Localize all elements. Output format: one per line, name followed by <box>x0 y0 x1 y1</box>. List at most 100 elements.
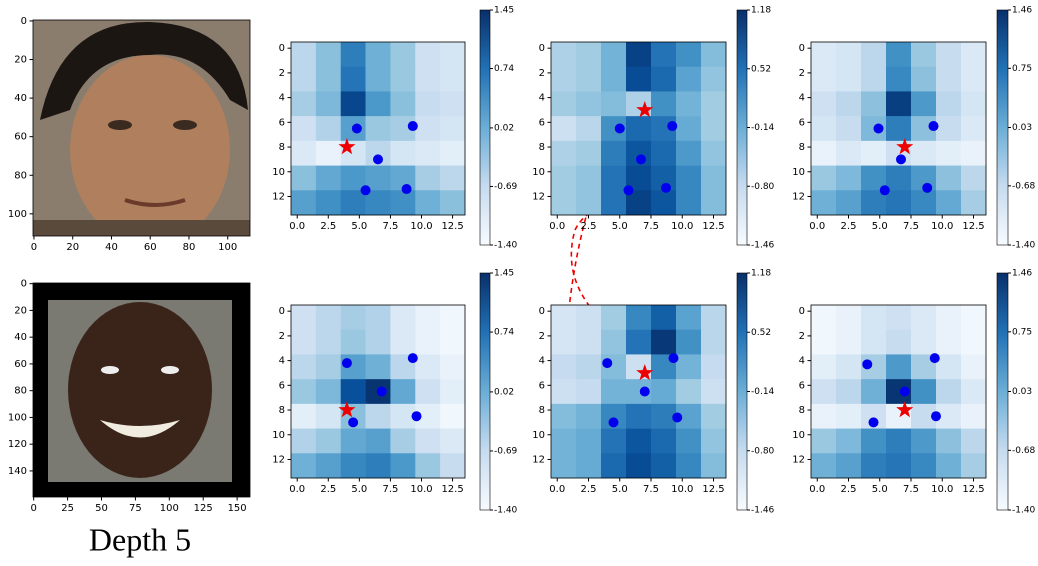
heat-cell <box>291 42 317 68</box>
heat-cell <box>365 116 391 142</box>
x-tick-label: 5.0 <box>872 484 888 495</box>
heat-cell <box>626 403 652 429</box>
heat-cell <box>936 66 962 92</box>
heat-cell <box>291 165 317 191</box>
point <box>360 185 371 196</box>
heat-cell <box>861 379 887 405</box>
heat-cell <box>936 190 962 216</box>
colorbar <box>996 9 1009 246</box>
axes-frame <box>550 304 727 479</box>
heat-cell <box>886 453 912 479</box>
point <box>401 184 412 195</box>
heat-cell <box>836 116 862 142</box>
heat-cell <box>936 165 962 191</box>
heat-cell <box>365 453 391 479</box>
heat-cell <box>551 116 577 142</box>
x-tick-label: 10.0 <box>671 484 693 495</box>
point <box>667 121 678 132</box>
x-tick-label: 0.0 <box>809 221 825 232</box>
y-tick-label: 8 <box>799 142 805 153</box>
heat-cell <box>440 379 466 405</box>
colorbar-label: 0.03 <box>1012 123 1032 133</box>
x-tick-label: 2.5 <box>841 484 857 495</box>
y-tick-label: 10 <box>272 430 285 441</box>
heat-cell <box>390 379 416 405</box>
heat-cell <box>676 42 702 68</box>
colorbar <box>736 9 748 246</box>
axes-frame <box>290 304 466 479</box>
heat-cell <box>651 428 677 454</box>
colorbar-label: 0.03 <box>1012 387 1032 397</box>
star <box>338 138 356 155</box>
heat-cell <box>601 165 627 191</box>
x-tick-label: 2.5 <box>581 484 597 495</box>
heat-cell <box>415 354 441 380</box>
star <box>896 138 914 155</box>
heat-cell <box>291 379 317 405</box>
heat-cell <box>911 190 937 216</box>
x-tick-label: 80 <box>183 242 196 253</box>
y-tick-label: 0 <box>279 306 285 317</box>
heat-cell <box>576 305 602 331</box>
x-tick-label: 0.0 <box>549 484 565 495</box>
colorbar-label: -1.40 <box>494 241 518 251</box>
colorbar-label: 0.02 <box>494 387 514 397</box>
y-tick-label: 10 <box>532 430 545 441</box>
colorbar-label: 1.45 <box>494 6 514 16</box>
y-tick-label: 6 <box>799 117 805 128</box>
heat-cell <box>811 140 837 166</box>
heat-cell <box>701 403 727 429</box>
y-tick-label: 8 <box>279 405 285 416</box>
heat-cell <box>701 453 727 479</box>
y-tick-label: 140 <box>8 466 27 477</box>
x-tick-label: 0.0 <box>289 221 305 232</box>
heat-cell <box>601 305 627 331</box>
heat-cell <box>601 91 627 117</box>
heat-cell <box>701 379 727 405</box>
heat-cell <box>676 329 702 355</box>
y-tick-label: 60 <box>14 359 27 370</box>
heat-cell <box>651 329 677 355</box>
heat-cell <box>291 66 317 92</box>
heat-cell <box>415 329 441 355</box>
y-tick-label: 0 <box>799 306 805 317</box>
heat-cell <box>365 305 391 331</box>
point <box>608 417 619 428</box>
y-tick-label: 100 <box>8 412 27 423</box>
heat-cell <box>836 165 862 191</box>
heat-cell <box>601 42 627 68</box>
x-tick-label: 12.5 <box>702 221 724 232</box>
colorbar-label: -1.46 <box>751 506 775 516</box>
heat-cell <box>440 354 466 380</box>
point <box>639 386 650 397</box>
y-tick-label: 0 <box>279 43 285 54</box>
heat-cell <box>811 165 837 191</box>
heat-cell <box>861 140 887 166</box>
heat-cell <box>701 305 727 331</box>
y-tick-label: 100 <box>8 209 27 220</box>
y-tick-label: 40 <box>14 93 27 104</box>
heat-cell <box>676 66 702 92</box>
heat-cell <box>811 66 837 92</box>
heat-cell <box>701 428 727 454</box>
axes-frame <box>290 41 466 216</box>
colorbar <box>996 272 1009 511</box>
heat-cell <box>961 116 987 142</box>
y-tick-label: 4 <box>279 93 285 104</box>
heat-cell <box>440 140 466 166</box>
y-tick-label: 0 <box>539 306 545 317</box>
heat-cell <box>961 329 987 355</box>
heat-cell <box>701 91 727 117</box>
point <box>661 182 671 193</box>
heat-cell <box>551 91 577 117</box>
heat-cell <box>390 453 416 479</box>
heat-cell <box>390 91 416 117</box>
heat-cell <box>701 66 727 92</box>
y-tick-label: 12 <box>792 454 805 465</box>
heat-cell <box>861 329 887 355</box>
x-tick-label: 10.0 <box>410 221 432 232</box>
heat-cell <box>911 453 937 479</box>
colorbar <box>736 272 748 511</box>
heat-cell <box>365 403 391 429</box>
